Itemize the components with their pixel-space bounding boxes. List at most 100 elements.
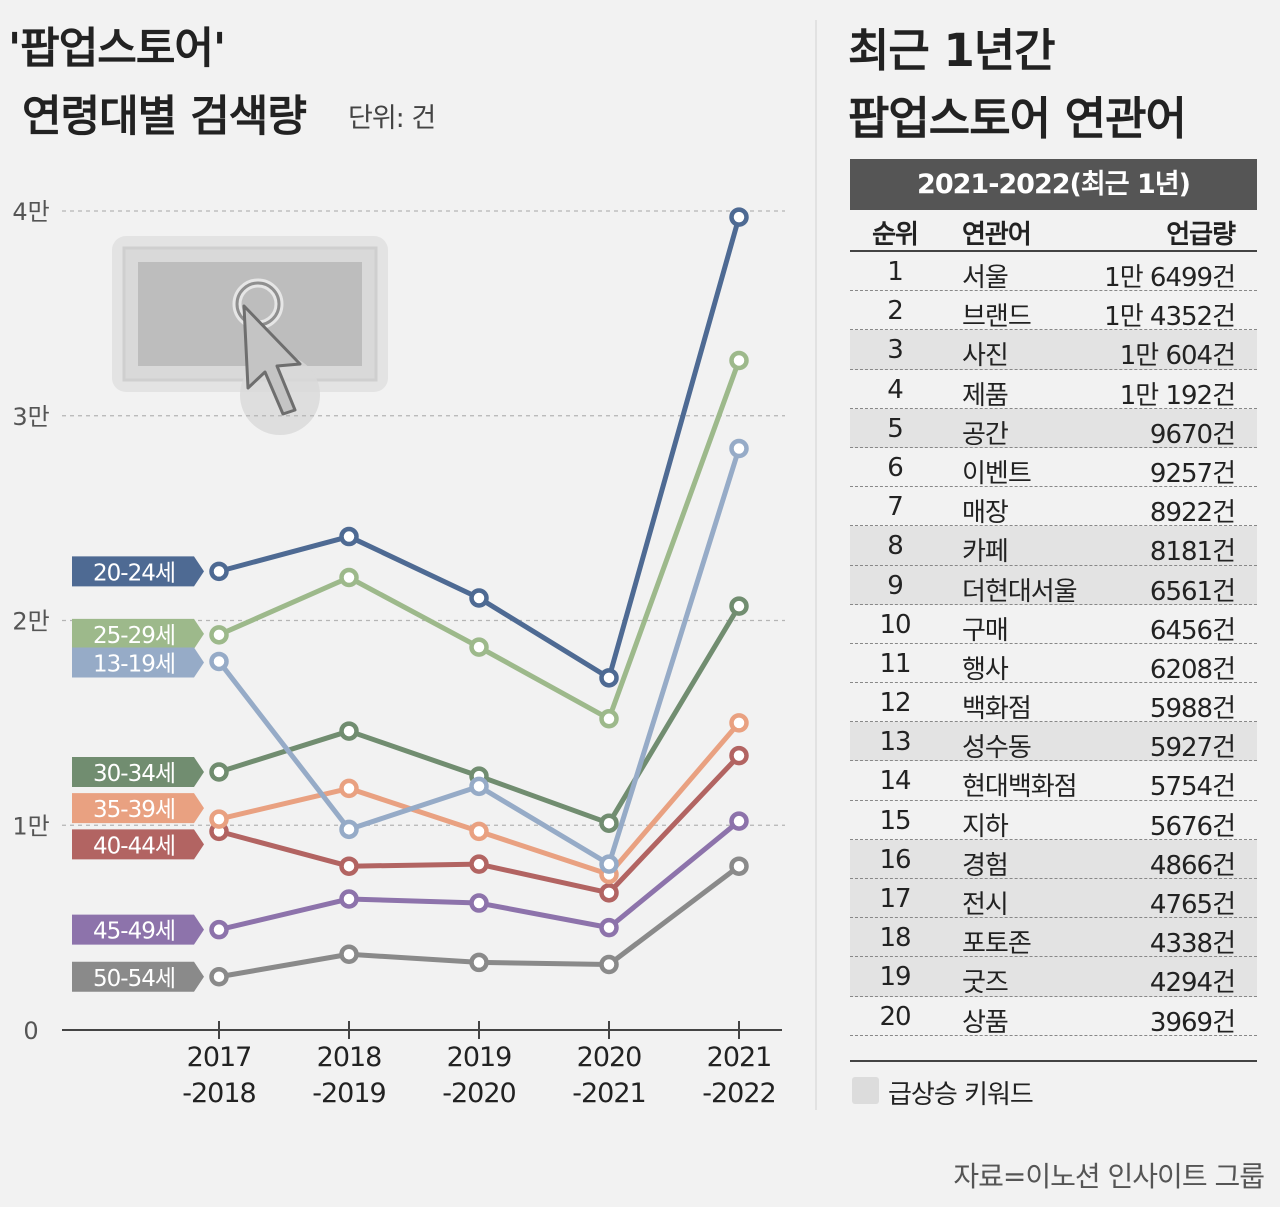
count-cell: 9257건 [1149, 458, 1236, 489]
table-row: 9 더현대서울 6561건 [850, 565, 1257, 607]
rank-cell: 8 [887, 531, 904, 562]
keyword-cell: 더현대서울 [962, 576, 1078, 607]
table-row: 12 백화점 5988건 [850, 683, 1257, 725]
table-row: 2 브랜드 1만 4352건 [850, 291, 1257, 332]
keyword-cell: 사진 [962, 341, 1009, 372]
data-point [599, 883, 619, 903]
table-row: 16 경험 4866건 [850, 839, 1257, 881]
keyword-cell: 백화점 [962, 694, 1032, 725]
rank-cell: 17 [879, 884, 911, 914]
series-tag-label: 50-54세 [93, 966, 175, 992]
data-point [339, 567, 359, 588]
rank-cell: 13 [879, 727, 911, 758]
x-tick-label: 2019 -2020 [442, 1042, 515, 1109]
count-cell: 8181건 [1149, 537, 1236, 568]
data-point [469, 893, 489, 913]
table-row: 4 제품 1만 192건 [850, 370, 1257, 411]
count-cell: 1만 192건 [1119, 380, 1236, 411]
data-point [339, 889, 359, 909]
keyword-cell: 전시 [962, 890, 1009, 920]
series-tag-label: 40-44세 [93, 833, 175, 859]
keyword-cell: 행사 [962, 654, 1009, 685]
table-title-line1: 최근 1년간 [848, 24, 1056, 77]
count-cell: 8922건 [1149, 498, 1236, 529]
table-row: 18 포토존 4338건 [850, 918, 1257, 960]
rank-cell: 1 [887, 257, 904, 287]
series-tag-25-29세 [72, 618, 204, 649]
data-point [209, 967, 229, 987]
count-cell: 1만 6499건 [1104, 263, 1236, 293]
rank-cell: 6 [887, 452, 904, 483]
keyword-cell: 서울 [962, 263, 1009, 293]
data-point [339, 778, 359, 799]
data-point [729, 207, 749, 227]
data-point [599, 917, 619, 938]
column-rank: 순위 [872, 220, 919, 250]
rising-legend-label: 급상승 키워드 [888, 1080, 1034, 1110]
table-row: 19 굿즈 4294건 [850, 957, 1257, 999]
table-row: 5 공간 9670건 [850, 408, 1257, 450]
table-row: 6 이벤트 9257건 [850, 448, 1257, 489]
keyword-cell: 카페 [962, 537, 1009, 568]
data-point [209, 762, 229, 782]
data-point [209, 651, 229, 672]
y-tick-label: 0 [23, 1017, 38, 1045]
data-point [599, 668, 619, 688]
data-point [209, 919, 229, 940]
column-count: 언급량 [1166, 220, 1236, 250]
table-row: 20 상품 3969건 [850, 997, 1257, 1038]
rank-cell: 12 [879, 688, 911, 719]
series-tag-40-44세 [72, 829, 204, 860]
series-tag-45-49세 [72, 914, 204, 945]
count-cell: 3969건 [1149, 1007, 1236, 1038]
keyword-cell: 제품 [962, 380, 1009, 411]
table-row: 11 행사 6208건 [850, 644, 1257, 685]
table-row: 17 전시 4765건 [850, 879, 1257, 920]
series-tag-label: 30-34세 [93, 761, 175, 787]
y-tick-label: 1만 [12, 812, 49, 840]
count-cell: 5676건 [1149, 811, 1236, 842]
data-point [209, 625, 229, 645]
count-cell: 6561건 [1149, 576, 1236, 607]
x-tick-label: 2020 -2021 [572, 1042, 645, 1109]
popup-screen-icon [112, 236, 388, 435]
data-point [209, 809, 229, 829]
column-keyword: 연관어 [962, 220, 1032, 250]
x-tick-label: 2018 -2019 [312, 1042, 385, 1109]
table-row: 8 카페 8181건 [850, 526, 1257, 568]
rank-cell: 15 [879, 805, 911, 836]
keyword-cell: 구매 [962, 615, 1009, 646]
rank-cell: 3 [887, 335, 904, 366]
data-point [209, 561, 229, 582]
data-point [339, 526, 359, 547]
table-row: 10 구매 6456건 [850, 605, 1257, 646]
count-cell: 9670건 [1149, 419, 1236, 450]
data-point [339, 819, 359, 840]
chart-title-line2: 연령대별 검색량 [22, 92, 307, 142]
data-point [729, 811, 749, 831]
keyword-cell: 상품 [962, 1007, 1009, 1038]
line-chart: 0 1만 2만 3만 4만 2017 -2018 2018 -2019 2019 -2020 2020… [12, 198, 785, 1109]
rank-cell: 10 [879, 609, 911, 640]
y-tick-label: 3만 [12, 403, 49, 431]
keyword-cell: 성수동 [962, 733, 1032, 764]
data-point [729, 856, 749, 876]
y-tick-label: 4만 [12, 198, 49, 226]
table-row: 15 지하 5676건 [850, 801, 1257, 842]
rank-cell: 2 [887, 296, 904, 327]
table-title-line2: 팝업스토어 연관어 [848, 92, 1187, 145]
data-point [339, 944, 359, 964]
data-point [729, 713, 749, 733]
rank-cell: 9 [887, 570, 904, 601]
table-header: 2021-2022(최근 1년) [850, 159, 1257, 210]
count-cell: 1만 604건 [1119, 341, 1236, 372]
count-cell: 6456건 [1149, 615, 1236, 646]
table-row: 13 성수동 5927건 [850, 722, 1257, 764]
data-point [599, 854, 619, 874]
count-cell: 4294건 [1149, 968, 1236, 999]
rank-cell: 16 [879, 844, 911, 875]
y-tick-label: 2만 [12, 608, 49, 636]
data-point [469, 821, 489, 842]
rising-legend-swatch [852, 1077, 879, 1104]
count-cell: 4338건 [1149, 929, 1236, 960]
